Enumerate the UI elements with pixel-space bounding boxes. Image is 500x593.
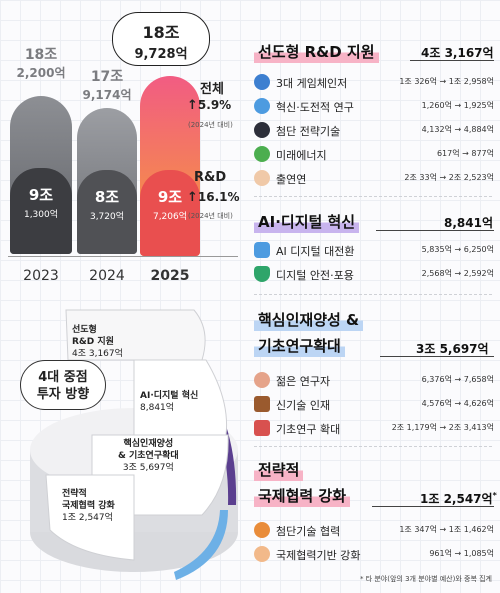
chat-bubble-icon <box>254 242 270 258</box>
up-arrow-icon: ↑ <box>187 190 198 205</box>
section-title: 선도형 R&D 지원 <box>254 40 379 63</box>
divider <box>254 294 492 295</box>
segment-talent-basic-research: 핵심인재양성 & 기초연구확대 3조 5,697억 <box>118 439 179 473</box>
researcher-icon <box>254 170 270 186</box>
magnifier-icon <box>254 98 270 114</box>
rd-pct: ↑16.1% <box>187 190 240 205</box>
list-item: 신기술 인재 4,576억 → 4,626억 <box>254 394 494 414</box>
list-item: 젊은 연구자 6,376억 → 7,658억 <box>254 370 494 390</box>
four-directions-badge: 4대 중점 투자 방향 <box>20 360 106 410</box>
shield-check-icon <box>254 266 270 282</box>
list-item: AI 디지털 대전환 5,835억 → 6,250억 <box>254 240 494 260</box>
rd-bar-2023: 9조 1,300억 <box>10 168 72 254</box>
rd-note: (2024년 대비) <box>188 212 233 220</box>
section-title-line2: 기초연구확대 <box>254 334 345 357</box>
chart-baseline <box>8 256 238 257</box>
sprout-icon <box>254 146 270 162</box>
list-item: 미래에너지 617억 → 877억 <box>254 144 494 164</box>
up-arrow-icon: ↑ <box>187 98 198 113</box>
gear-globe-icon <box>254 522 270 538</box>
year-2023: 2023 <box>23 268 59 284</box>
divider <box>254 196 492 197</box>
list-item: 첨단 전략기술 4,132억 → 4,884억 <box>254 120 494 140</box>
globe-icon <box>254 74 270 90</box>
section-title-line1: 전략적 <box>254 458 304 481</box>
list-item: 3대 게임체인저 1조 326억 → 1조 2,958억 <box>254 72 494 92</box>
rd-label: R&D <box>194 170 227 185</box>
briefcase-icon <box>254 396 270 412</box>
section-amount: 8,841억 <box>444 216 493 230</box>
list-item: 출연연 2조 33억 → 2조 2,523억 <box>254 168 494 188</box>
divider <box>254 446 492 447</box>
year-2025: 2025 <box>150 268 190 284</box>
overall-pct: ↑5.9% <box>187 98 232 113</box>
rd-bar-2025: 9조 7,206억 <box>140 170 200 256</box>
overall-label: 전체 <box>200 82 224 97</box>
section-underline <box>376 230 494 231</box>
disc-graphic <box>30 309 238 580</box>
section-underline <box>380 356 494 357</box>
list-item: 기초연구 확대 2조 1,179억 → 2조 3,413억 <box>254 418 494 438</box>
section-underline <box>372 506 494 507</box>
footnote: * 타 분야(앞의 3개 분야별 예산)와 중복 집계 <box>359 575 492 583</box>
list-item: 국제협력기반 강화 961억 → 1,085억 <box>254 544 494 564</box>
section-title-line2: 국제협력 강화 <box>254 484 351 507</box>
young-researcher-icon <box>254 372 270 388</box>
handshake-icon <box>254 546 270 562</box>
segment-intl-cooperation: 전략적 국제협력 강화 1조 2,547억 <box>62 489 115 523</box>
section-title: AI·디지털 혁신 <box>254 210 360 233</box>
section-title-line1: 핵심인재양성 & <box>254 308 364 331</box>
overall-note: (2024년 대비) <box>188 121 233 129</box>
total-2025-badge: 18조 9,728억 <box>112 12 210 66</box>
total-2023: 18조 2,200억 <box>16 47 66 80</box>
section-amount: 1조 2,547억* <box>420 491 497 506</box>
rd-bar-2024: 8조 3,720억 <box>77 170 137 254</box>
segment-leading-rd: 선도형 R&D 지원 4조 3,167억 <box>72 325 123 359</box>
section-amount: 3조 5,697억 <box>416 342 489 356</box>
list-item: 첨단기술 협력 1조 347억 → 1조 1,462억 <box>254 520 494 540</box>
chess-knight-icon <box>254 122 270 138</box>
section-underline <box>410 60 494 61</box>
total-2024: 17조 9,174억 <box>82 69 132 102</box>
segment-ai-digital: AI·디지털 혁신 8,841억 <box>140 391 199 413</box>
year-2024: 2024 <box>89 268 125 284</box>
microscope-book-icon <box>254 420 270 436</box>
list-item: 디지털 안전·포용 2,568억 → 2,592억 <box>254 264 494 284</box>
list-item: 혁신·도전적 연구 1,260억 → 1,925억 <box>254 96 494 116</box>
section-amount: 4조 3,167억 <box>421 46 494 60</box>
